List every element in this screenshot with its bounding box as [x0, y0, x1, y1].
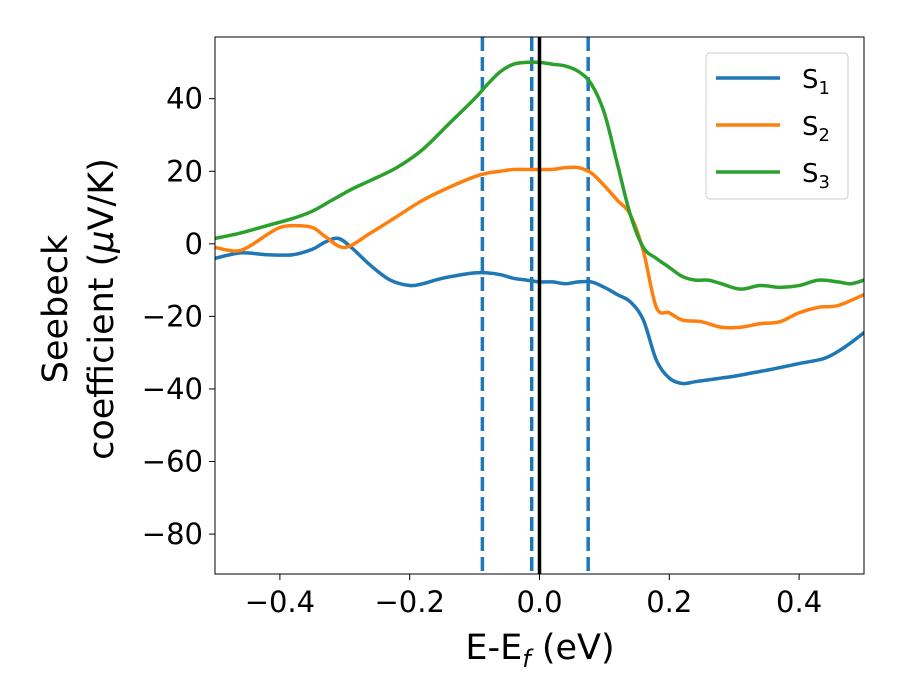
y-axis: −80 −60 −40 −20 0 20 40	[142, 82, 215, 551]
plot-area	[215, 37, 864, 574]
x-axis-label: E-Ef (eV)	[465, 628, 614, 673]
series-line-s1	[215, 236, 864, 386]
x-tick-label: −0.2	[374, 585, 444, 619]
x-tick-label: 0.4	[776, 585, 822, 619]
series-line-s2	[215, 165, 864, 330]
series-line-s3	[215, 60, 864, 291]
legend-label-s3: S3	[802, 159, 830, 193]
y-tick-label: −20	[142, 299, 203, 333]
legend: S1 S2 S3	[705, 52, 849, 200]
y-tick-label: 40	[166, 82, 203, 116]
y-tick-label: −60	[142, 445, 203, 479]
x-axis: −0.4 −0.2 0.0 0.2 0.4	[245, 574, 822, 619]
x-tick-label: 0.2	[646, 585, 692, 619]
y-tick-label: −80	[142, 517, 203, 551]
legend-label-s2: S2	[802, 112, 830, 146]
y-tick-label: 0	[185, 227, 203, 261]
y-tick-label: 20	[166, 154, 203, 188]
legend-label-s1: S1	[802, 65, 830, 99]
x-tick-label: −0.4	[245, 585, 315, 619]
y-axis-label: Seebeck coefficient (μV/K)	[36, 158, 122, 460]
y-axis-label-line2: coefficient (μV/K)	[82, 158, 122, 460]
y-axis-label-line1: Seebeck	[36, 234, 76, 383]
x-tick-label: 0.0	[516, 585, 562, 619]
y-tick-label: −40	[142, 372, 203, 406]
